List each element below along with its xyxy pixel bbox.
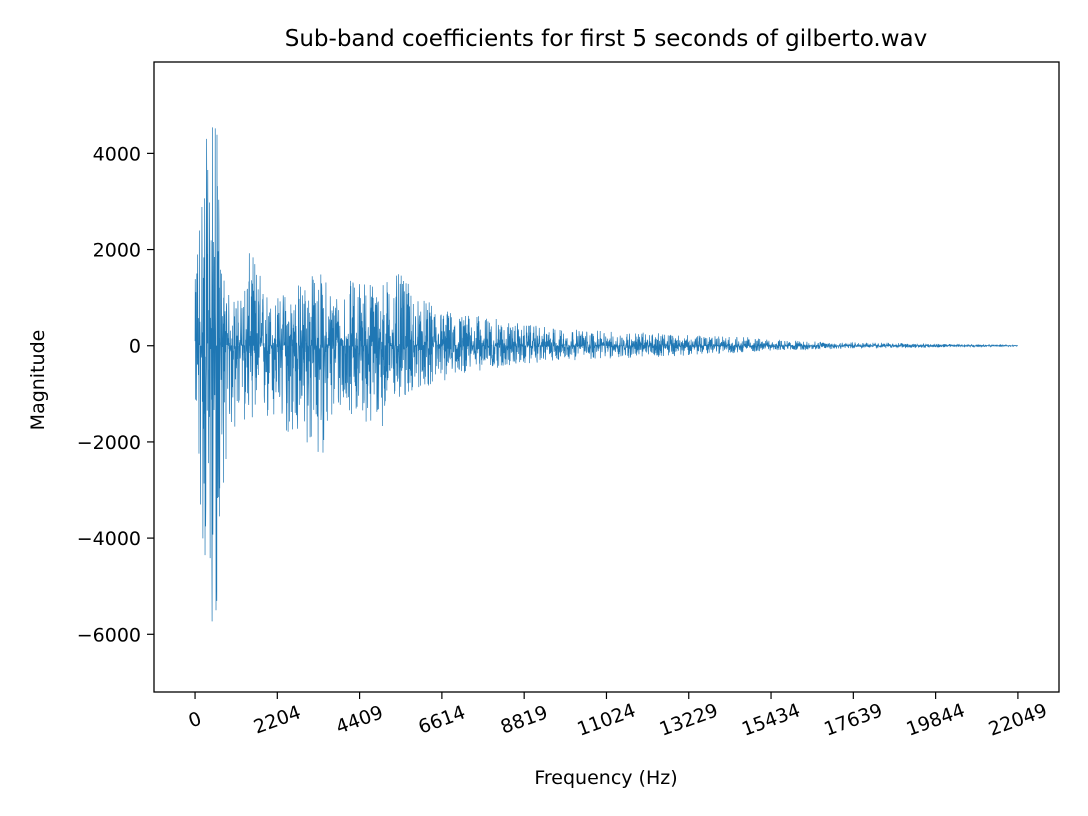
y-tick-label: 2000: [93, 240, 141, 262]
y-axis-label: Magnitude: [27, 330, 49, 431]
x-tick-label: 15434: [739, 699, 803, 740]
x-tick-label: 11024: [574, 699, 638, 740]
x-tick-label: 6614: [415, 701, 468, 738]
x-tick-label: 2204: [251, 701, 304, 738]
y-axis-ticks: −6000 −4000 −2000 0 2000 4000: [77, 143, 154, 646]
y-tick-label: −2000: [77, 432, 141, 454]
x-tick-label: 4409: [333, 701, 386, 738]
x-tick-label: 8819: [498, 701, 551, 738]
y-tick-label: −6000: [77, 624, 141, 646]
series-line-0: [194, 127, 1018, 622]
chart-title: Sub-band coefficients for first 5 second…: [285, 26, 927, 52]
x-tick-label: 0: [186, 708, 205, 733]
x-axis-label: Frequency (Hz): [534, 767, 677, 789]
y-tick-label: 0: [129, 336, 141, 358]
x-tick-label: 17639: [821, 699, 885, 740]
x-axis-ticks: 0 2204 4409 6614 8819 11024 13229 15434 17639 198…: [186, 692, 1050, 741]
x-tick-label: 13229: [657, 699, 721, 740]
x-tick-label: 19844: [903, 699, 967, 740]
y-tick-label: 4000: [93, 143, 141, 165]
series-layer: [194, 127, 1018, 622]
y-tick-label: −4000: [77, 528, 141, 550]
x-tick-label: 22049: [986, 699, 1050, 740]
